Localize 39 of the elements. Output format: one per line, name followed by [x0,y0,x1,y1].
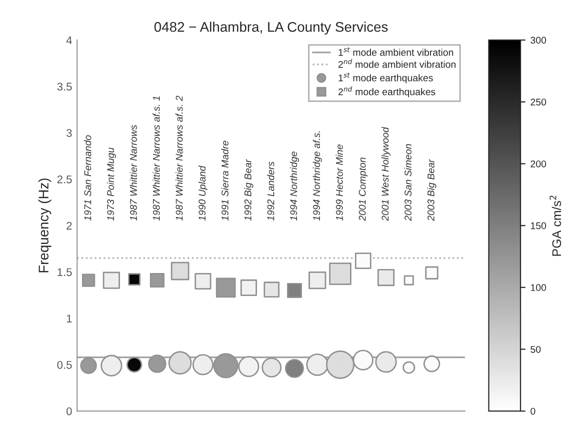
x-tick-label: 2001 West Hollywood [381,126,391,221]
color-bar-label: 300 [530,36,546,44]
y-tick-label: 4 [66,36,72,44]
color-bar-label: 250 [530,98,546,106]
legend-label: 2$^{nd}$ mode ambient vibration [338,58,456,68]
y-axis-title: Frequency (Hz) [38,178,52,272]
legend-label: 2$^{nd}$ mode earthquakes [338,86,436,98]
x-tick-label: 1999 Hector Mine [336,144,343,221]
y-tick-label: 2 [66,222,72,230]
y-tick-label: 1.5 [58,268,72,276]
legend-label: 1$^{st}$ mode ambient vibration [338,47,454,56]
x-tick-label: 1992 Big Bear [244,158,254,221]
x-tick-label: 2003 San Simeon [404,144,412,221]
x-tick-label: 2003 Big Bear [427,158,436,221]
x-tick-label: 1994 Northridge af.s. [312,131,322,221]
x-tick-label: 1992 Landers [267,162,274,221]
color-bar-label: 150 [530,222,546,230]
y-tick-label: 3 [66,129,72,137]
chart-title: 0482 − Alhambra, LA County Services [154,22,388,35]
x-tick-label: 1991 Sierra Madre [221,140,228,221]
x-tick-label: 2001 Compton [358,158,368,221]
x-tick-label: 1987 Whittier Narrows [130,124,137,221]
x-tick-label: 1971 San Fernando [84,135,92,221]
y-tick-label: 0 [66,407,72,416]
y-tick-label: 0.5 [57,360,72,369]
legend-label: 1$^{st}$ mode earthquakes [338,72,433,84]
color-bar-label: 100 [530,284,546,292]
color-bar-title: PGA cm/s$^{2}$ [550,196,562,256]
color-bar-label: 0 [530,408,536,415]
color-bar-label: 200 [530,160,546,168]
x-tick-label: 1994 Northridge [290,152,300,221]
color-bar-label: 50 [530,346,541,353]
x-tick-label: 1987 Whittier Narrows af.s. 1 [152,96,160,221]
x-tick-label: 1990 Upland [198,166,208,221]
y-tick-label: 2.5 [57,175,72,184]
y-tick-label: 1 [66,314,72,322]
x-tick-label: 1987 Whittier Narrows af.s. 2 [176,96,183,221]
x-tick-label: 1973 Point Mugu [106,148,116,221]
y-tick-label: 3.5 [57,82,72,91]
